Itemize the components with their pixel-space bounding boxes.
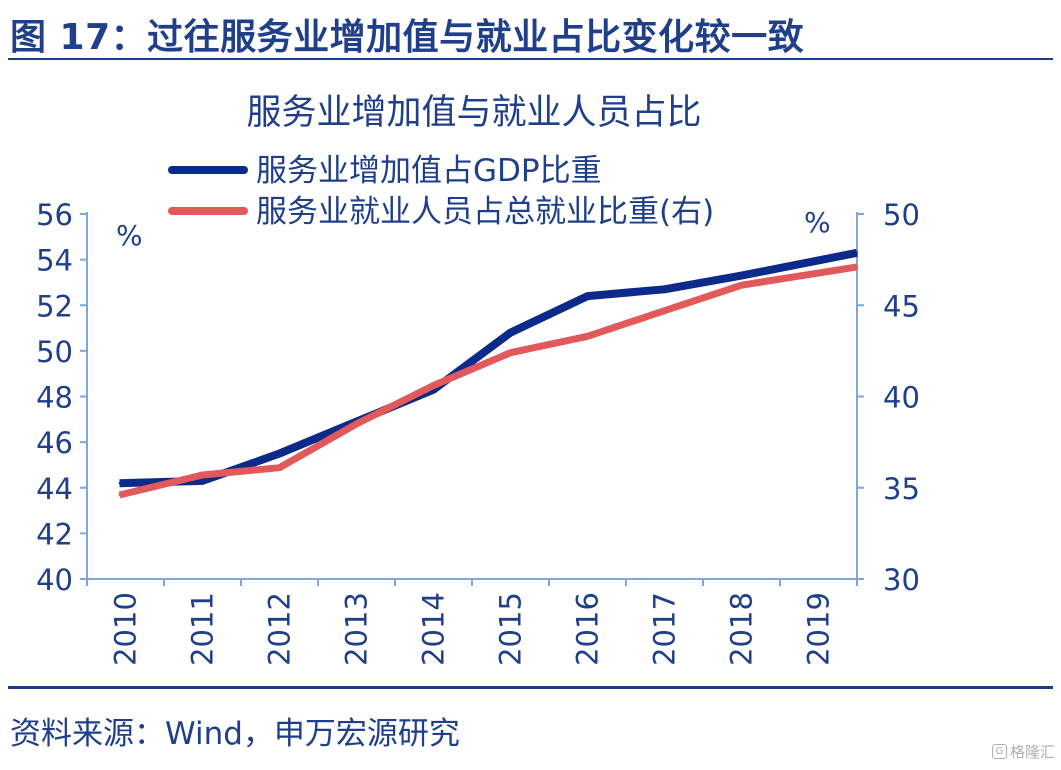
left-axis-ticks: 40 42 44 46 48 50 52 54 56 (36, 198, 87, 597)
left-tick-label: 40 (36, 563, 73, 597)
x-tick-label: 2018 (725, 592, 759, 666)
x-tick-label: 2012 (263, 592, 297, 666)
gdp-share-point (118, 482, 121, 485)
employment-share-point (586, 335, 589, 338)
source-note: 资料来源：Wind，申万宏源研究 (10, 716, 460, 752)
gdp-share-point (586, 295, 589, 298)
source-rule (8, 686, 1053, 689)
right-tick-label: 45 (883, 289, 920, 323)
x-tick-label: 2010 (109, 592, 143, 666)
gdp-share-point (740, 274, 743, 277)
watermark-text: 格隆汇 (1009, 743, 1055, 761)
left-tick-label: 48 (36, 381, 73, 415)
x-tick-label: 2011 (186, 592, 220, 666)
legend: 服务业增加值占GDP比重 服务业就业人员占总就业比重(右) (168, 153, 714, 230)
gdp-share-point (856, 251, 858, 254)
employment-share-point (432, 384, 435, 387)
title-rule (8, 58, 1053, 60)
left-tick-label: 56 (36, 198, 73, 232)
employment-share-point (740, 284, 743, 287)
gdp-share-point (278, 452, 281, 455)
left-tick-label: 50 (36, 335, 73, 369)
series-line-employment-share (118, 263, 858, 499)
x-tick-label: 2014 (417, 592, 451, 666)
right-tick-label: 30 (883, 563, 920, 597)
left-tick-label: 52 (36, 289, 73, 323)
watermark-logo-icon: G (991, 744, 1007, 759)
left-tick-label: 46 (36, 426, 73, 460)
right-tick-label: 35 (883, 472, 920, 506)
legend-label-employment: 服务业就业人员占总就业比重(右) (256, 194, 714, 230)
legend-label-gdp: 服务业增加值占GDP比重 (256, 153, 602, 189)
employment-share-point (355, 422, 358, 425)
x-tick-label: 2013 (340, 592, 374, 666)
left-tick-label: 42 (36, 517, 73, 551)
series-line-gdp-share (119, 248, 858, 488)
employment-share-point (118, 494, 121, 497)
x-tick-label: 2017 (648, 592, 682, 666)
x-tick-label: 2016 (571, 592, 605, 666)
gdp-share-point (663, 288, 666, 291)
x-tick-label: 2019 (802, 592, 836, 666)
gdp-share-point (509, 331, 512, 334)
series-lines (118, 248, 858, 499)
employment-share-point (509, 351, 512, 354)
employment-share-point (856, 265, 858, 268)
employment-share-point (663, 309, 666, 312)
x-tick-label: 2015 (494, 592, 528, 666)
employment-share-point (201, 473, 204, 476)
line-chart: 服务业增加值与就业人员占比 服务业增加值占GDP比重 服务业就业人员占总就业比重… (36, 93, 920, 666)
left-tick-label: 44 (36, 472, 73, 506)
right-axis-ticks: 30 35 40 45 50 (857, 198, 920, 597)
employment-share-point (278, 466, 281, 469)
left-axis-unit: % (116, 219, 143, 252)
figure-title: 图 17：过往服务业增加值与就业占比变化较一致 (10, 17, 805, 58)
left-tick-label: 54 (36, 244, 73, 278)
chart-title: 服务业增加值与就业人员占比 (246, 93, 701, 133)
watermark: G 格隆汇 (991, 741, 1055, 762)
gdp-share-point (201, 479, 204, 482)
right-tick-label: 50 (883, 198, 920, 232)
right-axis-unit: % (804, 206, 831, 239)
right-tick-label: 40 (883, 381, 920, 415)
x-axis-ticks: 2010 2011 2012 2013 2014 2015 2016 2017 2018 2019 (86, 579, 858, 666)
